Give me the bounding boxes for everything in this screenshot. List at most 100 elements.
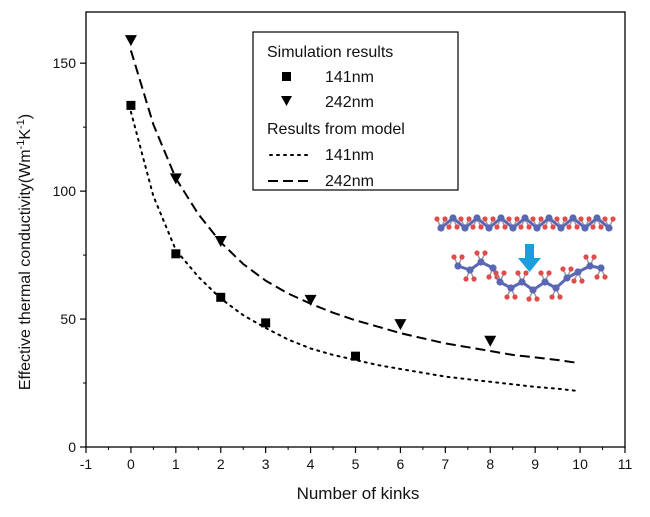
x-tick-label: 2 — [217, 456, 225, 472]
hydrogen-atom — [610, 216, 616, 222]
hydrogen-atom — [446, 224, 452, 230]
x-tick-label: 10 — [572, 456, 588, 472]
hydrogen-atom — [474, 250, 480, 256]
hydrogen-atom — [538, 270, 544, 276]
hydrogen-atom — [554, 216, 560, 222]
carbon-atom — [437, 224, 445, 232]
hydrogen-atom — [530, 216, 536, 222]
hydrogen-atom — [568, 266, 574, 272]
legend-entry-sim-141: 141nm — [325, 69, 374, 86]
legend-marker-square — [282, 72, 291, 81]
hydrogen-atom — [494, 224, 500, 230]
x-tick-label: 3 — [262, 456, 270, 472]
hydrogen-atom — [482, 250, 488, 256]
legend: Simulation results 141nm 242nm Results f… — [252, 31, 459, 191]
carbon-atom — [529, 286, 537, 294]
legend-box — [252, 31, 459, 191]
hydrogen-atom — [557, 294, 563, 300]
hydrogen-atom — [578, 216, 584, 222]
hydrogen-atom — [502, 224, 508, 230]
x-tick-label: 11 — [618, 456, 633, 472]
y-label-end: ) — [17, 114, 34, 119]
carbon-atom — [593, 214, 601, 222]
data-point-sim-141 — [171, 249, 181, 259]
carbon-atom — [597, 264, 605, 272]
hydrogen-atom — [549, 294, 555, 300]
hydrogen-atom — [590, 224, 596, 230]
carbon-atom — [449, 214, 457, 222]
x-tick-label: 4 — [307, 456, 315, 472]
carbon-atom — [541, 278, 549, 286]
carbon-atom — [485, 224, 493, 232]
hydrogen-atom — [542, 224, 548, 230]
hydrogen-atom — [486, 274, 492, 280]
carbon-atom — [473, 214, 481, 222]
legend-entry-sim-242: 242nm — [325, 94, 374, 111]
data-point-sim-141 — [261, 318, 271, 328]
x-tick-label: 5 — [352, 456, 360, 472]
hydrogen-atom — [598, 224, 604, 230]
hydrogen-atom — [470, 224, 476, 230]
legend-group1-title: Simulation results — [267, 44, 393, 61]
carbon-atom — [533, 224, 541, 232]
data-point-sim-141 — [216, 292, 226, 302]
legend-group2-title: Results from model — [267, 121, 405, 138]
carbon-atom — [569, 214, 577, 222]
hydrogen-atom — [526, 224, 532, 230]
carbon-atom — [518, 278, 526, 286]
carbon-atom — [552, 284, 560, 292]
hydrogen-atom — [459, 254, 465, 260]
x-tick-label: 6 — [397, 456, 405, 472]
hydrogen-atom — [514, 216, 520, 222]
carbon-atom — [477, 258, 485, 266]
carbon-atom — [454, 262, 462, 270]
y-label-exp2: -1 — [15, 119, 27, 129]
data-point-sim-242 — [304, 294, 317, 306]
y-tick-label: 100 — [53, 183, 77, 199]
transform-arrow-head — [518, 258, 541, 272]
hydrogen-atom — [454, 224, 460, 230]
hydrogen-atom — [602, 274, 608, 280]
x-tick-label: 9 — [531, 456, 539, 472]
carbon-atom — [574, 268, 582, 276]
hydrogen-atom — [512, 294, 518, 300]
carbon-atom — [489, 264, 497, 272]
hydrogen-atom — [566, 224, 572, 230]
hydrogen-atom — [471, 276, 477, 282]
carbon-atom — [521, 214, 529, 222]
y-label-mid: K — [17, 129, 34, 140]
hydrogen-atom — [583, 254, 589, 260]
carbon-atom — [466, 266, 474, 274]
carbon-atom — [581, 224, 589, 232]
carbon-atom — [496, 278, 504, 286]
carbon-atom — [509, 224, 517, 232]
hydrogen-atom — [482, 216, 488, 222]
y-label-main: Effective thermal conductivity(Wm — [17, 149, 34, 390]
kinked-chain-molecule — [451, 250, 608, 302]
carbon-atom — [557, 224, 565, 232]
hydrogen-atom — [442, 216, 448, 222]
hydrogen-atom — [458, 216, 464, 222]
y-tick-label: 0 — [68, 439, 76, 455]
hydrogen-atom — [546, 270, 552, 276]
hydrogen-atom — [466, 216, 472, 222]
hydrogen-atom — [506, 216, 512, 222]
carbon-atom — [507, 284, 515, 292]
hydrogen-atom — [493, 270, 499, 276]
hydrogen-atom — [451, 254, 457, 260]
carbon-atom — [586, 262, 594, 270]
hydrogen-atom — [571, 278, 577, 284]
hydrogen-atom — [579, 278, 585, 284]
hydrogen-atom — [478, 224, 484, 230]
data-point-sim-242 — [484, 335, 497, 347]
hydrogen-atom — [518, 224, 524, 230]
hydrogen-atom — [562, 216, 568, 222]
x-tick-label: 8 — [486, 456, 494, 472]
transform-arrow-shaft — [525, 244, 534, 258]
x-tick-label: 1 — [172, 456, 180, 472]
hydrogen-atom — [463, 276, 469, 282]
hydrogen-atom — [550, 224, 556, 230]
data-point-sim-242 — [124, 35, 137, 47]
